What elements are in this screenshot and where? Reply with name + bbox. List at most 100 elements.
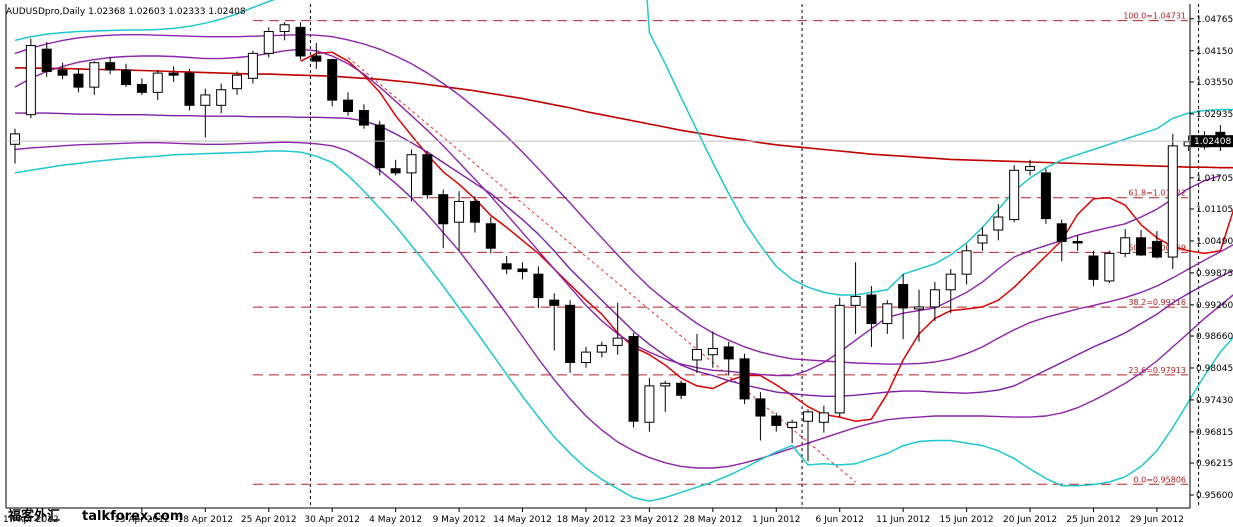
candle-body-bear: [866, 294, 877, 325]
candle: [628, 332, 639, 428]
candle: [866, 286, 877, 347]
candle-body-bear: [57, 69, 68, 76]
candle: [533, 266, 544, 308]
candle-body-bull: [1104, 252, 1115, 282]
candle: [723, 341, 734, 376]
candle-body-bear: [327, 59, 338, 101]
candle-body-bear: [311, 55, 322, 62]
fibonacci-levels: 100.0=1.0473161.8=1.0132250.0=1.0026938.…: [252, 12, 1188, 485]
fib-level-label: 23.6=0.97913: [1128, 366, 1186, 375]
candle: [232, 71, 243, 95]
candle: [961, 244, 972, 285]
date-tick-label: 25 Apr 2012: [241, 515, 297, 525]
date-tick-label: 11 Jun 2012: [876, 515, 930, 525]
candle-body-bull: [263, 31, 274, 54]
candle-body-bear: [533, 273, 544, 299]
candle: [929, 281, 940, 321]
candle: [1104, 250, 1115, 284]
candle-body-bull: [612, 337, 623, 346]
price-tick-label: 1.03550: [1196, 78, 1233, 88]
candle-body-bear: [517, 268, 528, 273]
candle-body-bear: [390, 168, 401, 174]
trendline-group: [347, 57, 856, 483]
candle-body-bear: [501, 263, 512, 270]
candle-body-bull: [247, 52, 258, 79]
cyan-lower-line: [14, 150, 1233, 502]
candle-body-bear: [121, 69, 132, 86]
candle: [644, 378, 655, 432]
candle: [580, 346, 591, 368]
candle-body-bull: [596, 344, 607, 353]
candle: [565, 300, 576, 373]
candle: [977, 227, 988, 251]
candle: [168, 66, 179, 82]
candle-body-bull: [660, 382, 671, 387]
cyan-upper-line: [14, 0, 1233, 296]
candle-body-bull: [914, 306, 925, 310]
candle-body-bull: [152, 72, 163, 93]
candle: [818, 405, 829, 433]
candle-body-bull: [25, 45, 36, 116]
candle: [914, 289, 925, 342]
candlesticks: [10, 22, 1233, 462]
candle-body-bull: [803, 411, 813, 422]
candle: [295, 22, 306, 60]
candle-body-bull: [977, 234, 988, 244]
candle-body-bull: [216, 89, 227, 106]
price-tick-label: 0.95600: [1196, 491, 1233, 501]
candle-body-bear: [343, 99, 354, 113]
candle: [803, 409, 813, 462]
candle: [406, 149, 417, 202]
candle: [374, 120, 385, 176]
candle-body-bear: [565, 304, 576, 364]
candle-body-bull: [929, 289, 940, 308]
watermark-cn: 福客外汇: [7, 508, 60, 524]
candle-body-bull: [232, 74, 243, 90]
candle: [1056, 219, 1067, 262]
candle-body-bull: [406, 154, 417, 174]
candle-body-bull: [834, 304, 845, 414]
candle-body-bull: [1120, 237, 1131, 254]
price-tick-label: 1.01705: [1196, 174, 1233, 184]
watermark-site: talkforex.com: [82, 509, 183, 524]
candle: [200, 88, 211, 138]
candle: [1151, 231, 1162, 259]
price-tick-label: 0.98660: [1196, 332, 1233, 342]
candle: [660, 380, 671, 412]
price-tick-label: 1.04150: [1196, 47, 1233, 57]
date-tick-label: 20 Jun 2012: [1003, 515, 1057, 525]
candle-body-bull: [818, 412, 829, 423]
candle: [10, 128, 20, 164]
date-tick-label: 9 May 2012: [433, 515, 486, 525]
candle-body-bear: [771, 415, 782, 426]
last-price-label: 1.02408: [1194, 137, 1231, 147]
candle: [184, 68, 195, 111]
date-tick-label: 17 Apr 2012: [3, 515, 59, 525]
trendline: [347, 57, 856, 483]
candle: [311, 42, 322, 69]
candle: [1009, 165, 1020, 223]
date-tick-label: 23 May 2012: [620, 515, 679, 525]
date-tick-label: 30 Apr 2012: [304, 515, 360, 525]
candle: [152, 69, 163, 101]
date-tick-label: 6 Jun 2012: [816, 515, 864, 525]
candle: [882, 300, 893, 334]
candle: [343, 92, 354, 116]
purple-mid-line: [15, 112, 1233, 397]
candle: [216, 83, 227, 114]
candle: [390, 159, 401, 176]
candle-body-bull: [89, 62, 100, 88]
candle: [1025, 159, 1036, 176]
candle-body-bull: [1167, 145, 1178, 258]
candle-body-bull: [850, 296, 861, 306]
chart-title: AUDUSDpro,Daily 1.02368 1.02603 1.02333 …: [6, 7, 246, 17]
candle: [1040, 168, 1051, 224]
candle: [89, 61, 100, 95]
candle-body-bear: [628, 336, 639, 422]
price-tick-label: 0.97430: [1196, 396, 1233, 406]
candle: [327, 58, 338, 107]
date-tick-label: 29 Jun 2012: [1130, 515, 1184, 525]
candle-body-bull: [945, 273, 956, 291]
